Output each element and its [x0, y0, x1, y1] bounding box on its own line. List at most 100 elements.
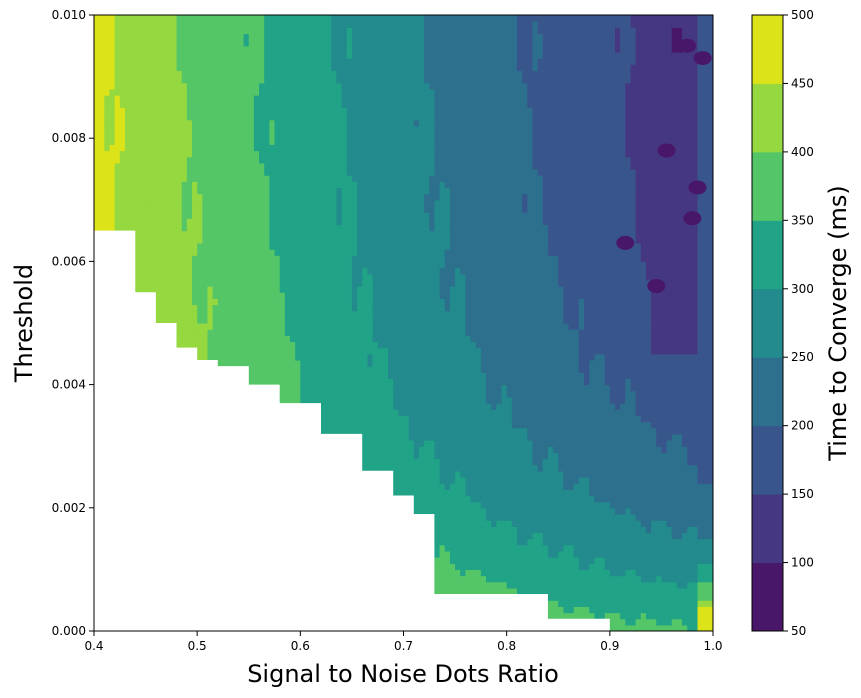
contour-cell [331, 193, 338, 201]
contour-cell [197, 230, 203, 238]
contour-cell [228, 169, 234, 176]
contour-cell [341, 64, 348, 72]
contour-cell [124, 95, 131, 102]
contour-cell [320, 261, 327, 269]
contour-cell [202, 193, 209, 201]
contour-cell [284, 205, 291, 213]
contour-cell [217, 193, 224, 201]
contour-cell [207, 242, 214, 250]
contour-cell [310, 279, 317, 287]
contour-cell [346, 304, 353, 312]
contour-cell [320, 169, 327, 176]
contour-cell [181, 212, 188, 219]
contour-cell [290, 88, 296, 96]
contour-cell [274, 33, 281, 41]
contour-cell [310, 101, 317, 108]
contour-cell [104, 193, 111, 201]
contour-cell [295, 323, 301, 330]
contour-cell [207, 58, 214, 65]
contour-cell [341, 132, 348, 139]
contour-cell [94, 107, 100, 115]
contour-cell [150, 261, 157, 269]
contour-cell [94, 187, 100, 195]
contour-cell [166, 230, 172, 238]
contour-cell [238, 39, 245, 47]
contour-cell [346, 341, 353, 349]
contour-cell [217, 156, 224, 164]
contour-cell [326, 359, 332, 367]
contour-cell [295, 341, 301, 349]
contour-cell [274, 218, 281, 226]
contour-cell [166, 316, 172, 324]
contour-cell [310, 378, 317, 386]
contour-cell [279, 310, 286, 318]
contour-cell [104, 39, 111, 47]
contour-cell [233, 261, 240, 269]
contour-cell [248, 298, 255, 306]
contour-cell [150, 279, 157, 287]
contour-cell [243, 218, 250, 226]
contour-cell [243, 347, 250, 355]
contour-cell [305, 249, 312, 256]
contour-cell [279, 169, 286, 176]
contour-cell [253, 304, 260, 312]
contour-cell [233, 95, 240, 102]
contour-cell [295, 286, 301, 293]
contour-cell [181, 249, 188, 256]
contour-cell [114, 181, 121, 189]
contour-cell [274, 113, 281, 121]
contour-cell [326, 366, 332, 373]
contour-cell [202, 347, 209, 355]
contour-cell [315, 372, 322, 380]
contour-cell [140, 162, 147, 170]
contour-cell [320, 82, 327, 90]
contour-cell [305, 175, 312, 182]
contour-cell [259, 329, 265, 336]
contour-cell [181, 273, 188, 281]
contour-cell [264, 70, 270, 78]
contour-cell [243, 205, 250, 213]
contour-cell [171, 101, 178, 108]
contour-cell [264, 150, 270, 158]
contour-cell [145, 82, 152, 90]
contour-cell [197, 218, 203, 226]
contour-cell [269, 58, 276, 65]
contour-cell [253, 329, 260, 336]
contour-cell [186, 212, 193, 219]
contour-cell [124, 193, 131, 201]
contour-cell [222, 156, 229, 164]
contour-cell [155, 144, 162, 152]
contour-cell [186, 88, 193, 96]
contour-cell [290, 70, 296, 78]
contour-cell [207, 224, 214, 232]
contour-cell [94, 64, 100, 72]
contour-cell [176, 187, 183, 195]
contour-cell [202, 212, 209, 219]
contour-cell [300, 101, 307, 108]
contour-cell [150, 51, 157, 59]
contour-cell [259, 58, 265, 65]
contour-cell [315, 138, 322, 145]
contour-cell [320, 230, 327, 238]
contour-cell [145, 224, 152, 232]
contour-cell [253, 341, 260, 349]
contour-cell [228, 113, 234, 121]
contour-cell [114, 119, 121, 127]
contour-cell [346, 298, 353, 306]
contour-cell [124, 212, 131, 219]
contour-cell [346, 58, 353, 65]
contour-cell [336, 113, 343, 121]
contour-cell [331, 187, 338, 195]
contour-cell [161, 304, 167, 312]
contour-cell [320, 88, 327, 96]
contour-cell [94, 138, 100, 145]
contour-cell [166, 310, 172, 318]
contour-cell [341, 372, 348, 380]
contour-cell [119, 45, 126, 53]
contour-cell [119, 205, 126, 213]
contour-cell [99, 132, 105, 139]
contour-cell [192, 70, 198, 78]
contour-cell [140, 64, 147, 72]
contour-cell [315, 384, 322, 392]
contour-cell [290, 218, 296, 226]
